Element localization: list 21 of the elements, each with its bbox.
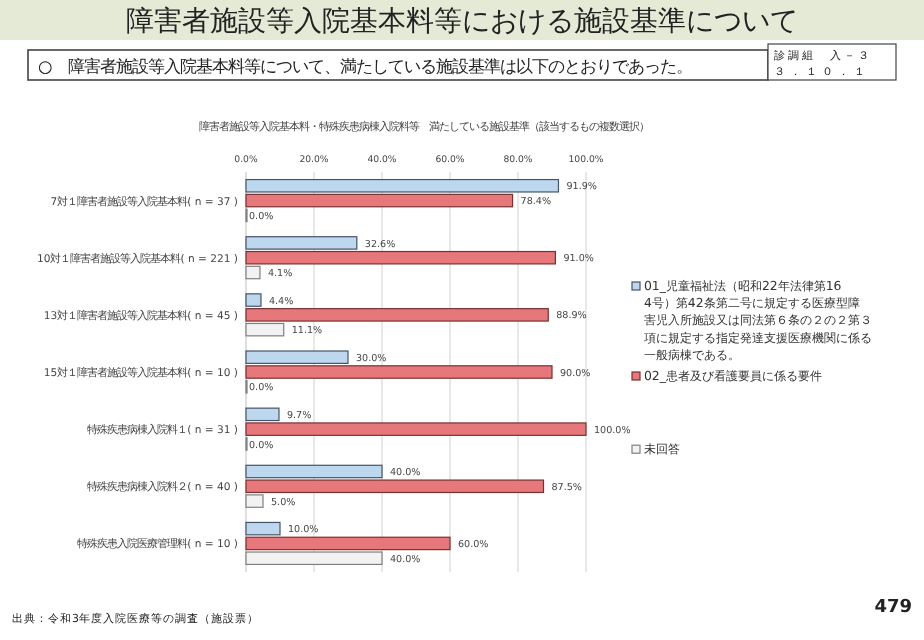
bar xyxy=(245,365,553,379)
text: 479 xyxy=(874,598,912,618)
bar xyxy=(245,479,545,494)
bar xyxy=(245,250,556,265)
bar xyxy=(245,322,285,337)
bar xyxy=(245,193,514,208)
bar xyxy=(245,178,560,193)
bar xyxy=(245,236,358,250)
chart-title: 障害者施設等入院基本料等における施設基準について xyxy=(126,6,798,38)
bar xyxy=(245,536,451,551)
bar xyxy=(245,350,349,364)
bar xyxy=(245,464,383,479)
bar xyxy=(245,308,549,322)
bar xyxy=(245,293,262,307)
bar xyxy=(245,521,281,536)
bar xyxy=(245,407,280,422)
chart-subtitle: ○ 障害者施設等入院基本料等について、満たしている施設基準は以下のとおりであった。 xyxy=(38,56,693,76)
bar xyxy=(245,265,261,280)
bar xyxy=(245,422,587,436)
bar xyxy=(245,494,264,508)
bar xyxy=(245,551,383,566)
